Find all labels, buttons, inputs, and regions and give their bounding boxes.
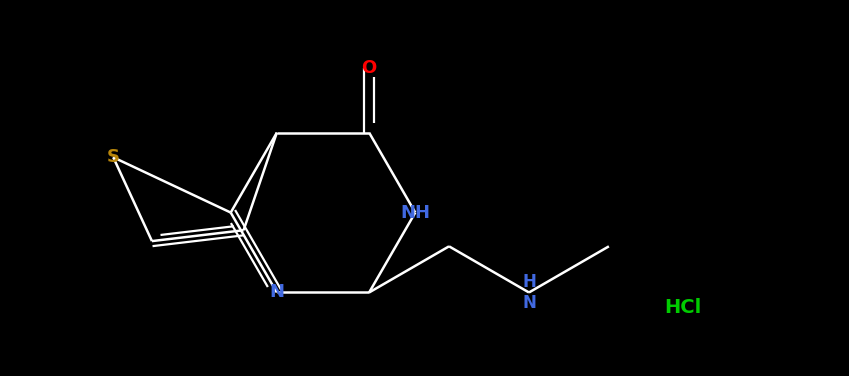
Text: S: S [107,148,120,166]
Text: O: O [362,59,377,77]
Text: NH: NH [400,203,430,221]
Text: HCl: HCl [664,299,701,317]
Text: H
N: H N [522,273,536,312]
Text: N: N [269,284,284,302]
